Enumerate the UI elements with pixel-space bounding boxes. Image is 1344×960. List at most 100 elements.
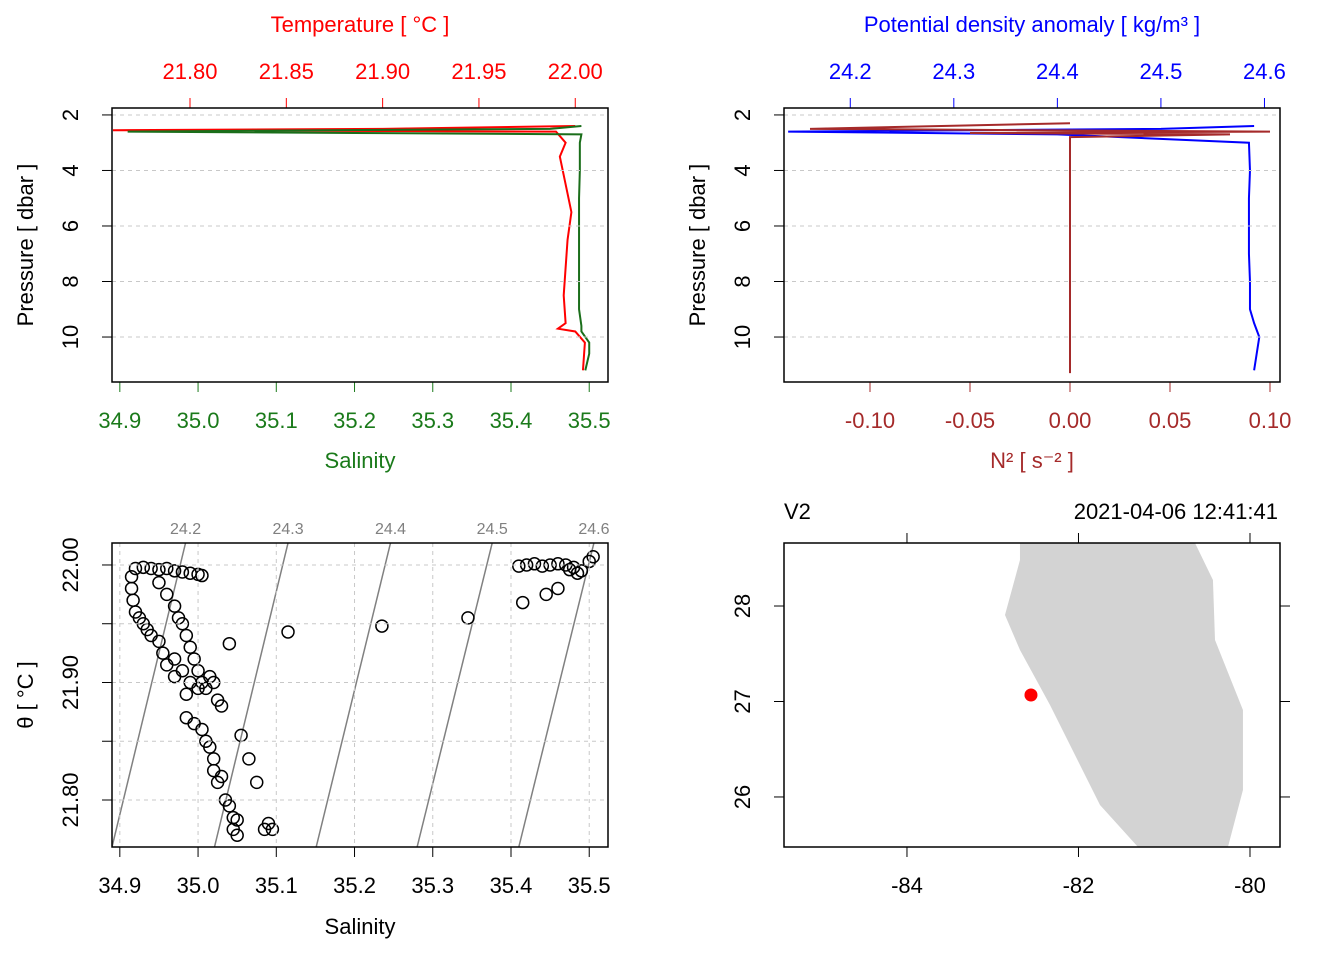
- ts-point: [160, 561, 174, 576]
- profile-line: [112, 125, 586, 371]
- land: [1004, 543, 1243, 847]
- ts-point: [210, 775, 225, 790]
- x-tick-label: 35.4: [490, 408, 533, 433]
- plot-area: [112, 125, 591, 371]
- ts-point: [249, 775, 264, 790]
- x2-tick-label: 21.95: [451, 59, 506, 84]
- ts-point: [527, 557, 542, 571]
- x-tick-label: -0.05: [945, 408, 995, 433]
- isopycnal: [518, 543, 595, 847]
- ts-point: [179, 628, 194, 643]
- x2-tick-label: 21.80: [162, 59, 217, 84]
- y-tick-label: 26: [730, 785, 755, 809]
- ts-point: [156, 646, 170, 660]
- x-tick-label: -84: [891, 873, 923, 898]
- x-tick-label: 35.3: [411, 408, 454, 433]
- station: [1024, 688, 1038, 702]
- ts-point: [144, 561, 158, 576]
- ts-point: [265, 822, 280, 837]
- isopycnal-label: 24.5: [477, 521, 508, 538]
- profile-line: [788, 125, 1261, 371]
- y-tick-label: 27: [730, 689, 755, 713]
- ts-point: [281, 625, 295, 639]
- x-tick-label: 35.3: [411, 873, 454, 898]
- x-tick-label: 0.05: [1149, 408, 1192, 433]
- x-tick-label: 0.00: [1049, 408, 1092, 433]
- ts-point: [126, 593, 140, 607]
- profile-line: [127, 125, 591, 371]
- ts-point: [152, 575, 166, 590]
- plot-box: [783, 542, 1281, 848]
- plot-area: [788, 122, 1271, 374]
- x-tick-label: 35.1: [255, 873, 298, 898]
- x-tick-label: 35.0: [177, 873, 220, 898]
- y-tick-label: 22.00: [58, 537, 83, 592]
- ts-point: [222, 636, 237, 651]
- ts-point: [242, 752, 256, 766]
- ts-point: [167, 669, 182, 684]
- ts-point: [535, 559, 550, 573]
- x-tick-label: 35.0: [177, 408, 220, 433]
- ts-point: [179, 710, 194, 725]
- x2-tick-label: 22.00: [548, 59, 603, 84]
- plot-area: [112, 543, 600, 847]
- ts-point: [175, 565, 190, 579]
- y-axis-title: Pressure [ dbar ]: [685, 164, 710, 327]
- ts-point: [183, 640, 197, 654]
- y-tick-label: 28: [730, 594, 755, 618]
- y-tick-label: 21.90: [58, 655, 83, 710]
- x2-tick-label: 21.85: [259, 59, 314, 84]
- x-tick-label: 34.9: [98, 873, 141, 898]
- x2-tick-label: 24.6: [1243, 59, 1286, 84]
- ts-point: [160, 658, 174, 672]
- ts-point: [167, 652, 182, 666]
- x-tick-label: 35.2: [333, 873, 376, 898]
- ts-point: [570, 566, 585, 580]
- plot-box: [111, 542, 609, 848]
- x-tick-label: 35.4: [490, 873, 533, 898]
- ts-point: [214, 699, 229, 713]
- ts-point: [375, 619, 389, 633]
- x2-tick-label: 24.2: [829, 59, 872, 84]
- plot-area: [1004, 543, 1243, 847]
- isopycnal: [315, 543, 392, 847]
- x2-tick-label: 24.3: [932, 59, 975, 84]
- ts-point: [551, 581, 565, 596]
- ts-point: [152, 634, 166, 649]
- x-tick-label: 34.9: [98, 408, 141, 433]
- ts-point: [167, 564, 182, 578]
- y-tick-label: 8: [58, 275, 83, 287]
- isopycnal-label: 24.4: [375, 521, 406, 538]
- x-tick-label: 0.10: [1249, 408, 1292, 433]
- x2-tick-label: 21.90: [355, 59, 410, 84]
- x-tick-label: -0.10: [845, 408, 895, 433]
- ts-point: [128, 561, 143, 576]
- ts-point: [179, 687, 194, 701]
- station-name: V2: [784, 499, 811, 524]
- ts-point: [230, 828, 244, 842]
- ts-point: [175, 663, 190, 678]
- top-axis-title: Potential density anomaly [ kg/m³ ]: [864, 12, 1200, 37]
- ts-point: [124, 581, 139, 596]
- x2-tick-label: 24.5: [1140, 59, 1183, 84]
- ts-point: [539, 587, 553, 602]
- x-axis-title: N² [ s⁻² ]: [990, 448, 1074, 473]
- y-tick-label: 8: [730, 275, 755, 287]
- x-tick-label: 35.5: [568, 873, 611, 898]
- x-tick-label: 35.5: [568, 408, 611, 433]
- ts-point: [160, 587, 174, 602]
- y-tick-label: 6: [58, 220, 83, 232]
- y-tick-label: 4: [730, 164, 755, 176]
- x-axis-title: Salinity: [325, 448, 396, 473]
- ts-point: [195, 568, 209, 583]
- ts-point: [222, 799, 237, 813]
- ts-point: [551, 557, 565, 571]
- x-tick-label: -80: [1234, 873, 1266, 898]
- ts-point: [195, 722, 209, 737]
- isopycnal-label: 24.2: [170, 521, 201, 538]
- y-tick-label: 4: [58, 164, 83, 176]
- y-axis-title: θ [ °C ]: [13, 661, 38, 728]
- isopycnal: [416, 543, 493, 847]
